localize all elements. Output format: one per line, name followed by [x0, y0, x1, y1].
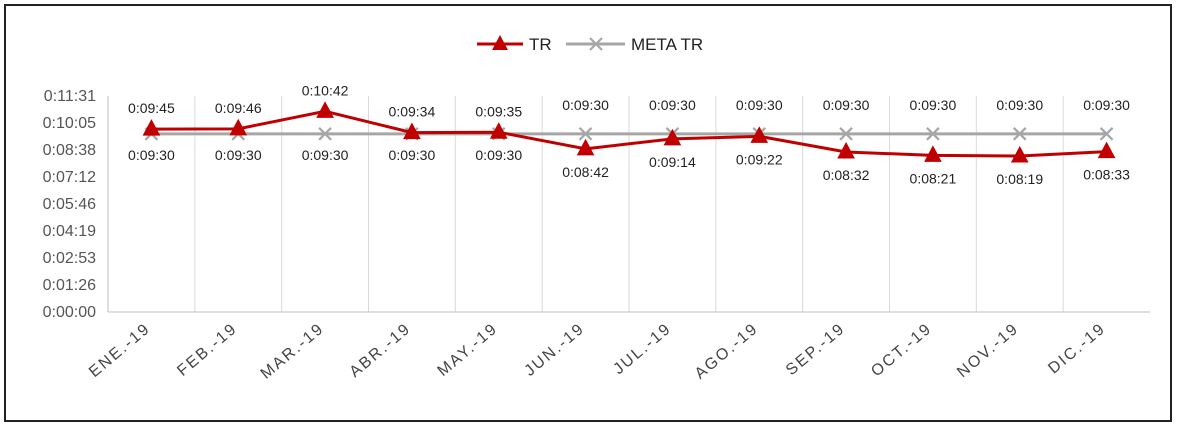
data-label-meta-tr: 0:09:30: [389, 147, 436, 163]
point-meta-tr: [926, 127, 940, 141]
point-meta-tr: [578, 127, 593, 141]
legend-label-meta-tr: META TR: [631, 35, 703, 54]
data-label-meta-tr: 0:09:30: [910, 97, 957, 113]
x-tick-label: JUN.-19: [522, 320, 589, 380]
x-tick-label: DIC.-19: [1045, 320, 1109, 377]
point-meta-tr: [839, 127, 853, 141]
point-tr: [924, 145, 942, 162]
y-tick-label: 0:01:26: [43, 277, 96, 294]
point-tr: [1010, 145, 1029, 163]
data-label-meta-tr: 0:09:30: [823, 97, 870, 113]
data-label-tr: 0:09:35: [475, 103, 522, 119]
y-tick-label: 0:00:00: [43, 304, 96, 321]
data-label-meta-tr: 0:09:30: [215, 147, 262, 163]
y-tick-label: 0:05:46: [43, 196, 96, 213]
x-tick-label: ENE.-19: [86, 320, 154, 381]
point-tr: [316, 101, 334, 118]
series-line-tr: [151, 109, 1107, 158]
data-label-meta-tr: 0:09:30: [1083, 97, 1130, 113]
data-label-meta-tr: 0:09:30: [128, 147, 175, 163]
y-tick-label: 0:02:53: [43, 250, 96, 267]
x-tick-label: JUL.-19: [610, 320, 675, 378]
legend-marker-meta-tr: [589, 37, 603, 51]
point-tr: [1097, 141, 1116, 159]
x-tick-label: NOV.-19: [954, 320, 1022, 381]
data-label-meta-tr: 0:09:30: [475, 147, 522, 163]
x-tick-label: FEB.-19: [174, 320, 241, 380]
data-label-tr: 0:08:33: [1083, 167, 1130, 183]
y-tick-label: 0:07:12: [43, 169, 96, 186]
data-label-tr: 0:09:45: [128, 100, 175, 116]
legend-label-tr: TR: [529, 35, 552, 54]
data-label-meta-tr: 0:09:30: [562, 97, 609, 113]
data-label-meta-tr: 0:09:30: [649, 97, 696, 113]
point-tr: [489, 122, 508, 139]
x-tick-label: OCT.-19: [868, 320, 935, 380]
point-meta-tr: [318, 127, 332, 141]
data-label-meta-tr: 0:09:30: [302, 147, 349, 163]
chart-frame: [4, 4, 1172, 422]
data-label-meta-tr: 0:09:30: [996, 97, 1043, 113]
data-label-tr: 0:10:42: [302, 82, 349, 98]
point-tr: [663, 128, 682, 146]
y-tick-label: 0:08:38: [43, 142, 96, 159]
data-label-tr: 0:08:19: [996, 171, 1043, 187]
data-label-tr: 0:09:22: [736, 151, 783, 167]
data-label-tr: 0:08:32: [823, 167, 870, 183]
data-label-tr: 0:08:42: [562, 164, 609, 180]
x-tick-label: SEP.-19: [783, 320, 849, 379]
y-tick-label: 0:11:31: [44, 88, 96, 105]
x-tick-label: MAR.-19: [258, 320, 328, 383]
x-tick-label: MAY.-19: [434, 320, 501, 380]
data-label-tr: 0:08:21: [910, 170, 957, 186]
y-tick-label: 0:10:05: [43, 115, 96, 132]
point-tr: [576, 138, 595, 156]
point-tr: [837, 141, 855, 159]
point-tr: [229, 118, 248, 136]
point-meta-tr: [1012, 127, 1027, 141]
data-label-tr: 0:09:46: [215, 100, 262, 116]
data-label-tr: 0:09:14: [649, 154, 696, 170]
point-meta-tr: [1099, 127, 1114, 141]
legend-marker-tr: [492, 35, 508, 50]
data-label-meta-tr: 0:09:30: [736, 97, 783, 113]
point-tr: [403, 122, 421, 140]
point-tr: [750, 126, 769, 143]
x-tick-label: ABR.-19: [347, 320, 415, 381]
y-tick-label: 0:04:19: [43, 223, 96, 240]
point-tr: [142, 119, 161, 136]
x-tick-label: AGO.-19: [692, 320, 762, 383]
data-label-tr: 0:09:34: [389, 104, 436, 120]
